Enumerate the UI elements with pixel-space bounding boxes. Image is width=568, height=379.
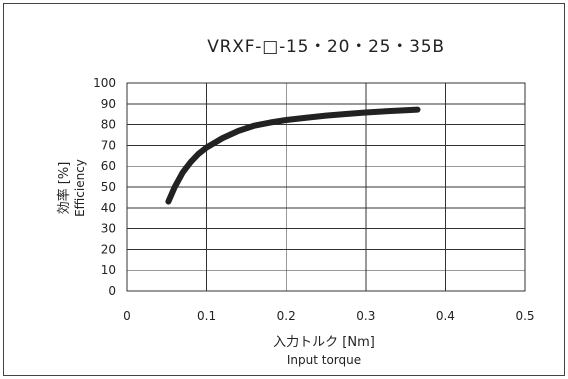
x-tick-label: 0.5: [515, 309, 534, 323]
y-tick-labels: 0 10 20 30 40 50 60 70 80 90 100: [93, 76, 116, 298]
series-layer: [165, 106, 421, 205]
x-tick-labels: 0 0.1 0.2 0.3 0.4 0.5: [123, 309, 534, 323]
y-tick-label: 70: [101, 138, 116, 152]
chart-title: VRXF-□-15・20・25・35B: [207, 37, 445, 57]
x-tick-label: 0.3: [356, 309, 375, 323]
y-tick-label: 10: [101, 263, 116, 277]
x-axis-sublabel: Input torque: [287, 353, 361, 367]
y-tick-label: 30: [101, 222, 116, 236]
y-tick-label: 0: [108, 284, 116, 298]
x-tick-label: 0.4: [436, 309, 455, 323]
y-axis-label: 効率 [%]: [56, 162, 72, 215]
efficiency-series-line: [165, 106, 421, 205]
y-tick-label: 60: [101, 159, 116, 173]
y-tick-label: 90: [101, 97, 116, 111]
x-axis-label: 入力トルク [Nm]: [273, 335, 375, 350]
x-tick-label: 0.1: [197, 309, 216, 323]
y-tick-label: 80: [101, 118, 116, 132]
y-tick-label: 40: [101, 201, 116, 215]
chart-outer-frame: [3, 3, 565, 376]
y-tick-label: 100: [93, 76, 116, 90]
x-tick-label: 0: [123, 309, 131, 323]
y-axis-sublabel: Efficiency: [73, 159, 87, 217]
x-tick-label: 0.2: [277, 309, 296, 323]
y-tick-label: 20: [101, 242, 116, 256]
grid-layer: [126, 82, 526, 292]
plot-border: [126, 82, 526, 292]
y-tick-label: 50: [101, 180, 116, 194]
